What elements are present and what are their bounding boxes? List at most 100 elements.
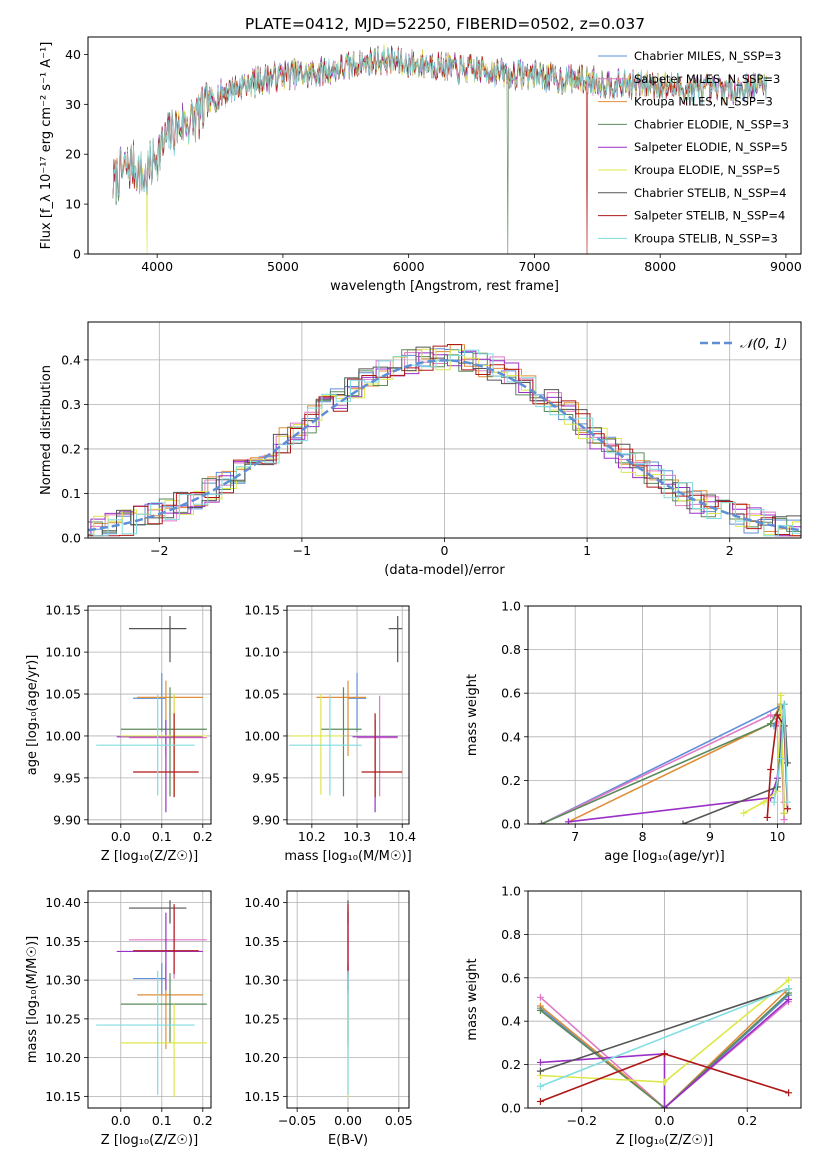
y-tick-label: 0.4 [501, 1014, 521, 1029]
axes-frame [286, 890, 410, 1109]
x-tick-label: 2 [726, 543, 734, 558]
spectrum-series-8 [112, 47, 767, 202]
y-tick-label: 10.15 [45, 1089, 81, 1104]
Z-weight-marker-4-0 [536, 1058, 544, 1066]
legend-entry-6: Chabrier STELIB, N_SSP=4 [634, 186, 786, 200]
legend-entry-2: Kroupa MILES, N_SSP=3 [634, 95, 773, 109]
residuals-panel: −2 −1 0 1 2 0.0 0.1 0.2 0.3 0.4 (data-model)/error… [39, 321, 802, 578]
age-weight-marker-7-1 [767, 766, 775, 773]
Z-age-panel: 0.0 0.1 0.2 9.90 9.95 10.00 10.05 10.10 10.15 Z [… [25, 603, 213, 864]
Z-weight-marker-5-1 [661, 1078, 668, 1086]
Z-weight-marker-7-0 [536, 1097, 544, 1105]
age-weight-line-5 [743, 695, 785, 814]
y-tick-label: 10 [65, 197, 81, 212]
age-weight-line-4 [568, 725, 785, 823]
mass-age-points [289, 616, 403, 813]
x-axis-label: mass [log₁₀(M/M☉)] [284, 849, 411, 864]
y-tick-label: 10.10 [244, 645, 280, 660]
age-weight-line-8 [773, 704, 789, 803]
normal-curve [88, 359, 801, 532]
y-tick-label: 10.30 [45, 973, 81, 988]
x-tick-label: 7000 [519, 259, 551, 274]
x-tick-label: 0.00 [334, 1113, 362, 1128]
x-axis-label: age [log₁₀(age/yr)] [604, 849, 725, 864]
Z-weight-marker-4-2 [661, 1104, 668, 1108]
y-tick-label: 0.8 [501, 927, 521, 942]
x-tick-label: 0.0 [111, 829, 131, 844]
y-tick-label: 10.00 [45, 728, 81, 743]
Z-weight-line-1 [539, 996, 790, 1108]
y-tick-label: 0.6 [501, 686, 521, 701]
y-tick-label: 10.40 [244, 895, 280, 910]
x-tick-label: 10.2 [298, 829, 326, 844]
age-weight-panel: 7 8 9 10 0.0 0.2 0.4 0.6 0.8 1.0 age [log₁₀(age/yr… [465, 599, 802, 864]
Z-age-points [96, 616, 207, 813]
Z-weight-line-2 [539, 988, 790, 1108]
y-tick-label: 0.6 [501, 970, 521, 985]
y-tick-label: 10.25 [244, 1011, 280, 1026]
age-weight-marker-7-0 [763, 813, 771, 821]
age-weight-marker-5-3 [777, 691, 785, 699]
y-tick-label: 10.05 [45, 687, 81, 702]
x-tick-label: −0.2 [567, 1113, 597, 1128]
y-tick-label: 40 [65, 47, 81, 62]
y-tick-label: 10.15 [244, 1089, 280, 1104]
Z-weight-marker-8-0 [536, 1082, 544, 1090]
age-weight-marker-3-0 [537, 820, 545, 824]
y-tick-label: 10.15 [45, 603, 81, 618]
x-axis-label: E(B-V) [328, 1133, 368, 1148]
axes-frame [286, 605, 410, 825]
x-axis-label: Z [log₁₀(Z/Z☉)] [101, 1133, 198, 1148]
y-axis-label: Flux [f_λ 10⁻¹⁷ erg cm⁻² s⁻¹ A⁻¹] [39, 42, 54, 250]
y-tick-label: 0.2 [501, 773, 521, 788]
axes-frame [527, 605, 802, 825]
axes-frame [87, 890, 212, 1109]
x-tick-label: 6000 [393, 259, 425, 274]
legend-normal-label: 𝒩(0, 1) [740, 337, 787, 352]
y-tick-label: 10.20 [45, 1050, 81, 1065]
histogram-7 [88, 344, 801, 537]
Z-weight-panel: −0.2 0.0 0.2 0.0 0.2 0.4 0.6 0.8 1.0 Z [log₁₀(Z/Z… [465, 884, 802, 1148]
y-tick-label: 0.0 [61, 531, 81, 546]
Z-mass-points [96, 900, 207, 1098]
y-tick-label: 9.90 [53, 812, 81, 827]
x-tick-label: 0.1 [152, 1113, 172, 1128]
age-weight-line-2 [568, 701, 785, 823]
y-tick-label: 10.35 [45, 934, 81, 949]
x-tick-label: 4000 [141, 259, 173, 274]
legend-entry-4: Salpeter ELODIE, N_SSP=5 [634, 140, 788, 154]
y-tick-label: 10.30 [244, 973, 280, 988]
y-tick-label: 20 [65, 147, 81, 162]
x-tick-label: −0.05 [278, 1113, 316, 1128]
legend-entry-1: Salpeter MILES, N_SSP=3 [634, 72, 780, 86]
ebv-mass-panel: −0.05 0.00 0.05 10.15 10.20 10.25 10.30 10.35 10… [244, 890, 413, 1148]
x-tick-label: 8000 [644, 259, 676, 274]
Z-weight-line-6 [540, 987, 789, 1072]
axes-frame [87, 36, 802, 255]
y-axis-label: age [log₁₀(age/yr)] [25, 655, 40, 776]
x-tick-label: 8 [639, 829, 647, 844]
y-tick-label: 1.0 [501, 599, 521, 614]
y-tick-label: 0 [73, 247, 81, 262]
age-weight-marker-7-4 [784, 805, 792, 813]
age-weight-marker-4-0 [564, 818, 572, 824]
figure-title: PLATE=0412, MJD=52250, FIBERID=0502, z=0… [245, 15, 645, 33]
y-tick-label: 0.1 [61, 486, 81, 501]
axes-frame [87, 605, 212, 825]
y-tick-label: 9.95 [53, 770, 81, 785]
y-tick-label: 0.2 [501, 1057, 521, 1072]
y-tick-label: 10.25 [45, 1011, 81, 1026]
age-weight-marker-1-1 [767, 711, 775, 719]
Z-weight-marker-6-0 [536, 1067, 544, 1075]
spectrum-lines [112, 44, 767, 254]
x-tick-label: 9 [706, 829, 714, 844]
age-weight-marker-5-4 [780, 809, 788, 817]
y-axis-label: mass [log₁₀(M/M☉)] [25, 936, 40, 1063]
histograms [88, 344, 801, 537]
Z-weight-line-8 [540, 987, 789, 1088]
Z-weight-marker-8-1 [785, 985, 793, 993]
Z-weight-marker-3-0 [536, 1006, 544, 1014]
Z-weight-lines [536, 976, 793, 1108]
age-weight-marker-5-0 [740, 809, 748, 817]
